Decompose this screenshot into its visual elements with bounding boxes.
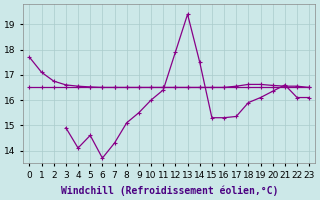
X-axis label: Windchill (Refroidissement éolien,°C): Windchill (Refroidissement éolien,°C) [60, 185, 278, 196]
